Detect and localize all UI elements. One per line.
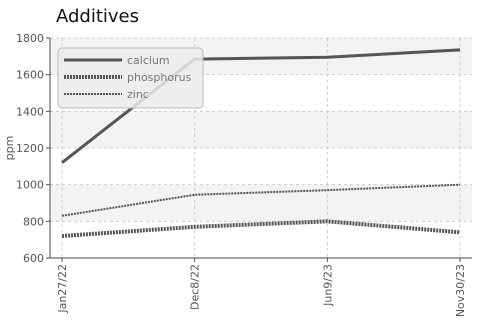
x-tick-label: Jun9/23 — [321, 264, 334, 307]
y-tick-label: 1000 — [16, 179, 44, 192]
y-tick-label: 1200 — [16, 142, 44, 155]
y-tick-label: 1400 — [16, 105, 44, 118]
y-tick-label: 1800 — [16, 32, 44, 45]
legend-label-phosphorus: phosphorus — [127, 71, 192, 84]
plot-band — [50, 111, 472, 148]
legend-label-calcium: calcium — [127, 54, 170, 67]
y-tick-label: 1600 — [16, 69, 44, 82]
legend-label-zinc: zinc — [127, 88, 149, 101]
y-tick-label: 800 — [23, 215, 44, 228]
series-line-zinc — [61, 183, 461, 217]
series-line-calcium — [61, 48, 461, 164]
x-tick-label: Nov30/23 — [454, 264, 467, 317]
x-tick-label: Jan27/22 — [56, 264, 69, 314]
chart-title: Additives — [56, 6, 140, 27]
x-tick-label: Dec8/22 — [189, 264, 202, 310]
plot-band — [50, 184, 472, 222]
y-tick-label: 600 — [23, 252, 44, 265]
series-line-phosphorus — [61, 219, 461, 238]
y-axis-label: ppm — [3, 136, 16, 161]
